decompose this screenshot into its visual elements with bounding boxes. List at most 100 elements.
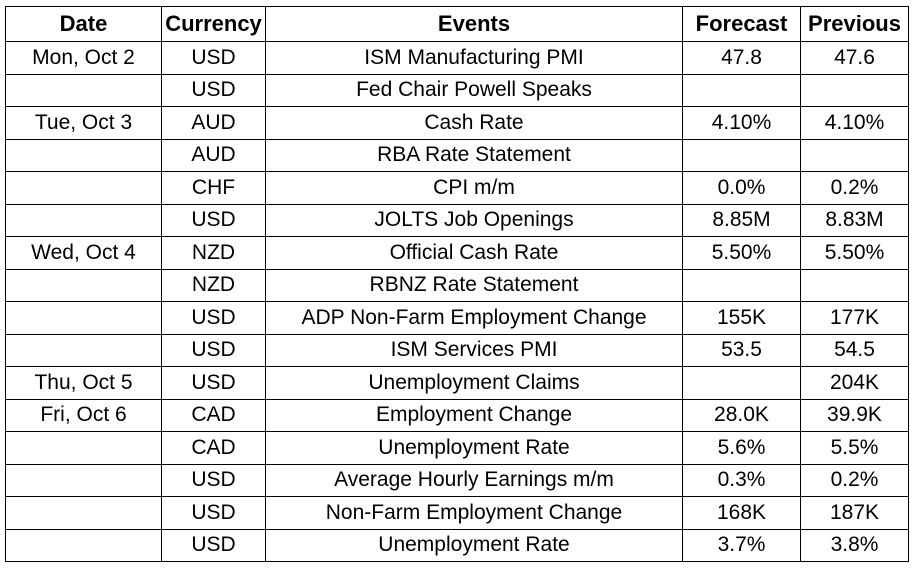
- previous-cell: 39.9K: [800, 398, 909, 432]
- currency-cell: USD: [161, 41, 266, 75]
- currency-cell: USD: [161, 496, 266, 530]
- forecast-cell: 168K: [682, 496, 801, 530]
- previous-cell: 3.8%: [800, 528, 909, 562]
- currency-cell: AUD: [161, 106, 266, 140]
- date-cell: [5, 496, 162, 530]
- event-cell: RBA Rate Statement: [265, 138, 683, 172]
- date-cell: [5, 268, 162, 302]
- currency-cell: CAD: [161, 398, 266, 432]
- forecast-cell: 0.3%: [682, 463, 801, 497]
- event-cell: Cash Rate: [265, 106, 683, 140]
- currency-cell: CHF: [161, 171, 266, 205]
- table-row: Thu, Oct 5 USD Unemployment Claims 204K: [5, 366, 909, 400]
- forecast-cell: 53.5: [682, 333, 801, 367]
- currency-cell: CAD: [161, 431, 266, 465]
- currency-cell: USD: [161, 73, 266, 107]
- table-row: CAD Unemployment Rate 5.6% 5.5%: [5, 431, 909, 465]
- previous-cell: 5.5%: [800, 431, 909, 465]
- currency-cell: USD: [161, 203, 266, 237]
- event-cell: CPI m/m: [265, 171, 683, 205]
- forecast-cell: 47.8: [682, 41, 801, 75]
- event-cell: Non-Farm Employment Change: [265, 496, 683, 530]
- forecast-cell: 5.6%: [682, 431, 801, 465]
- date-cell: [5, 203, 162, 237]
- date-cell: [5, 333, 162, 367]
- date-cell: [5, 301, 162, 335]
- event-cell: ADP Non-Farm Employment Change: [265, 301, 683, 335]
- date-cell: [5, 463, 162, 497]
- forecast-cell: 0.0%: [682, 171, 801, 205]
- currency-cell: USD: [161, 366, 266, 400]
- forecast-cell: 28.0K: [682, 398, 801, 432]
- event-cell: Unemployment Rate: [265, 528, 683, 562]
- forecast-cell: 5.50%: [682, 236, 801, 270]
- event-cell: ISM Manufacturing PMI: [265, 41, 683, 75]
- column-header-previous: Previous: [800, 6, 909, 42]
- currency-cell: USD: [161, 333, 266, 367]
- table-row: USD Fed Chair Powell Speaks: [5, 73, 909, 107]
- column-header-events: Events: [265, 6, 683, 42]
- previous-cell: 187K: [800, 496, 909, 530]
- currency-cell: AUD: [161, 138, 266, 172]
- table-row: NZD RBNZ Rate Statement: [5, 268, 909, 302]
- event-cell: RBNZ Rate Statement: [265, 268, 683, 302]
- header-row: Date Currency Events Forecast Previous: [5, 6, 909, 42]
- currency-cell: USD: [161, 463, 266, 497]
- table-row: USD ISM Services PMI 53.5 54.5: [5, 333, 909, 367]
- table-row: CHF CPI m/m 0.0% 0.2%: [5, 171, 909, 205]
- previous-cell: [800, 138, 909, 172]
- event-cell: Employment Change: [265, 398, 683, 432]
- date-cell: Thu, Oct 5: [5, 366, 162, 400]
- date-cell: [5, 431, 162, 465]
- column-header-date: Date: [5, 6, 162, 42]
- forecast-cell: 3.7%: [682, 528, 801, 562]
- date-cell: [5, 171, 162, 205]
- previous-cell: 4.10%: [800, 106, 909, 140]
- table-row: Mon, Oct 2 USD ISM Manufacturing PMI 47.…: [5, 41, 909, 75]
- previous-cell: 0.2%: [800, 463, 909, 497]
- date-cell: Wed, Oct 4: [5, 236, 162, 270]
- event-cell: Fed Chair Powell Speaks: [265, 73, 683, 107]
- table-row: USD Non-Farm Employment Change 168K 187K: [5, 496, 909, 530]
- forecast-cell: [682, 138, 801, 172]
- event-cell: JOLTS Job Openings: [265, 203, 683, 237]
- event-cell: Unemployment Rate: [265, 431, 683, 465]
- currency-cell: USD: [161, 528, 266, 562]
- date-cell: [5, 138, 162, 172]
- table-row: USD Unemployment Rate 3.7% 3.8%: [5, 528, 909, 562]
- economic-calendar-table: Date Currency Events Forecast Previous M…: [5, 6, 909, 562]
- event-cell: Unemployment Claims: [265, 366, 683, 400]
- table-row: Tue, Oct 3 AUD Cash Rate 4.10% 4.10%: [5, 106, 909, 140]
- forecast-cell: [682, 73, 801, 107]
- forecast-cell: [682, 366, 801, 400]
- date-cell: [5, 73, 162, 107]
- column-header-forecast: Forecast: [682, 6, 801, 42]
- event-cell: ISM Services PMI: [265, 333, 683, 367]
- previous-cell: [800, 73, 909, 107]
- previous-cell: 54.5: [800, 333, 909, 367]
- column-header-currency: Currency: [161, 6, 266, 42]
- currency-cell: USD: [161, 301, 266, 335]
- table-row: AUD RBA Rate Statement: [5, 138, 909, 172]
- previous-cell: 8.83M: [800, 203, 909, 237]
- table-row: USD JOLTS Job Openings 8.85M 8.83M: [5, 203, 909, 237]
- table-row: Fri, Oct 6 CAD Employment Change 28.0K 3…: [5, 398, 909, 432]
- date-cell: Mon, Oct 2: [5, 41, 162, 75]
- table-row: USD Average Hourly Earnings m/m 0.3% 0.2…: [5, 463, 909, 497]
- date-cell: Tue, Oct 3: [5, 106, 162, 140]
- forecast-cell: [682, 268, 801, 302]
- table-row: USD ADP Non-Farm Employment Change 155K …: [5, 301, 909, 335]
- date-cell: Fri, Oct 6: [5, 398, 162, 432]
- date-cell: [5, 528, 162, 562]
- currency-cell: NZD: [161, 236, 266, 270]
- table-body: Mon, Oct 2 USD ISM Manufacturing PMI 47.…: [5, 41, 909, 562]
- previous-cell: [800, 268, 909, 302]
- forecast-cell: 4.10%: [682, 106, 801, 140]
- economic-calendar: Date Currency Events Forecast Previous M…: [5, 6, 909, 576]
- previous-cell: 0.2%: [800, 171, 909, 205]
- forecast-cell: 8.85M: [682, 203, 801, 237]
- previous-cell: 5.50%: [800, 236, 909, 270]
- table-row: Wed, Oct 4 NZD Official Cash Rate 5.50% …: [5, 236, 909, 270]
- currency-cell: NZD: [161, 268, 266, 302]
- event-cell: Official Cash Rate: [265, 236, 683, 270]
